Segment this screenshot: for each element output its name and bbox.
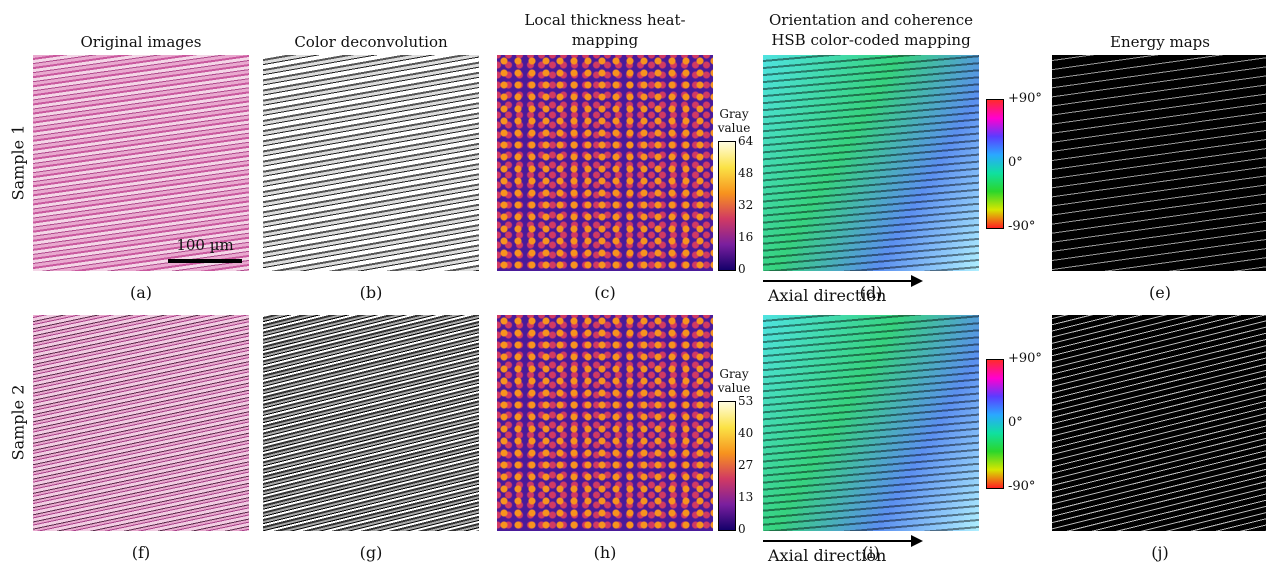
scale-bar-label: 100 µm — [168, 236, 242, 254]
panel-label: (e) — [1052, 283, 1266, 302]
colorbar-tick-label: -90° — [1008, 219, 1035, 234]
colorbar — [986, 359, 1004, 489]
panel-label: (h) — [497, 543, 713, 562]
column-header: Energy maps — [1052, 32, 1266, 52]
scale-bar — [168, 259, 242, 263]
panel-label: (a) — [33, 283, 249, 302]
colorbar-tick-label: 48 — [738, 166, 753, 180]
axial-label: Axial direction — [768, 546, 886, 565]
column-header: Orientation and coherence — [763, 10, 979, 30]
arrow-head — [911, 535, 923, 547]
image-panel — [497, 315, 713, 531]
colorbar-title: value — [716, 381, 752, 395]
colorbar-tick-label: 27 — [738, 458, 753, 472]
axial-label: Axial direction — [768, 286, 886, 305]
column-header: Local thickness heat- — [497, 10, 713, 30]
image-panel — [763, 315, 979, 531]
image-panel — [1052, 55, 1266, 271]
row-label: Sample 1 — [9, 103, 28, 223]
colorbar — [986, 99, 1004, 229]
colorbar-tick-label: 64 — [738, 134, 753, 148]
image-panel — [263, 315, 479, 531]
colorbar-tick-label: 32 — [738, 198, 753, 212]
image-panel — [263, 55, 479, 271]
colorbar-title: value — [716, 121, 752, 135]
column-header: Original images — [33, 32, 249, 52]
colorbar-tick-label: 13 — [738, 490, 753, 504]
image-panel — [33, 315, 249, 531]
arrow-line — [763, 540, 913, 542]
figure: Original images Color deconvolution Local … — [0, 0, 1266, 565]
colorbar-tick-label: 0 — [738, 522, 746, 536]
panel-label: (f) — [33, 543, 249, 562]
colorbar-tick-label: -90° — [1008, 479, 1035, 494]
panel-label: (c) — [497, 283, 713, 302]
colorbar-tick-label: +90° — [1008, 91, 1042, 106]
arrow-line — [763, 280, 913, 282]
colorbar-tick-label: 16 — [738, 230, 753, 244]
colorbar-tick-label: 0° — [1008, 415, 1023, 430]
colorbar-tick-label: 53 — [738, 394, 753, 408]
image-panel — [1052, 315, 1266, 531]
colorbar-title: Gray — [716, 107, 752, 121]
panel-label: (g) — [263, 543, 479, 562]
column-header: mapping — [497, 30, 713, 50]
colorbar — [718, 141, 736, 271]
panel-label: (b) — [263, 283, 479, 302]
colorbar-title: Gray — [716, 367, 752, 381]
image-panel — [497, 55, 713, 271]
panel-label: (j) — [1052, 543, 1266, 562]
colorbar-tick-label: +90° — [1008, 351, 1042, 366]
colorbar-tick-label: 40 — [738, 426, 753, 440]
colorbar — [718, 401, 736, 531]
colorbar-tick-label: 0° — [1008, 155, 1023, 170]
row-label: Sample 2 — [9, 363, 28, 483]
image-panel — [763, 55, 979, 271]
column-header: HSB color-coded mapping — [763, 30, 979, 50]
column-header: Color deconvolution — [263, 32, 479, 52]
arrow-head — [911, 275, 923, 287]
colorbar-tick-label: 0 — [738, 262, 746, 276]
